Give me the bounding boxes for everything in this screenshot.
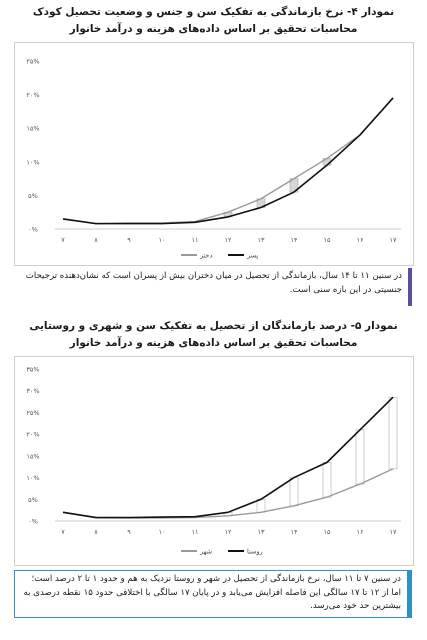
chart-1-x-tick-label: ۸ [94,236,98,244]
chart-1-x-tick-label: ۱۴ [291,236,298,244]
chart-2-legend-label: روستا [247,548,263,556]
chart-2-note-text: در سنین ۷ تا ۱۱ سال، نرخ بازماندگی از تح… [23,574,401,611]
chart-2-x-tick-label: ۱۴ [291,528,298,536]
chart-2-x-tick-label: ۱۶ [357,528,364,536]
chart-1-x-tick-label: ۱۶ [357,236,364,244]
chart-1-y-tick-label: ۲۵% [26,58,39,66]
chart-1-x-tick-label: ۱۳ [258,236,265,244]
chart-1-x-tick-label: ۷ [61,236,65,244]
chart-1-x-tick-label: ۹ [127,236,131,244]
chart-2-x-tick-label: ۱۲ [225,528,232,536]
chart-2-note: در سنین ۷ تا ۱۱ سال، نرخ بازماندگی از تح… [14,570,412,618]
chart-2-x-tick-label: ۱۷ [390,528,397,536]
chart-2-title: نمودار ۵- درصد بازماندگان از تحصیل به تف… [0,318,427,352]
chart-1-legend: دختر پسر [181,252,258,260]
chart-1-y-tick-label: ۲۰% [26,91,39,99]
chart-2-gap-bar [388,396,398,470]
chart-1-title: نمودار ۴- نرخ بازماندگی به تفکیک سن و جن… [0,4,427,38]
chart-1-y-tick-label: ۵% [28,192,38,200]
chart-1-y-tick-label: ۰% [28,226,38,234]
chart-1-title-line2: محاسبات تحقیق بر اساس داده‌های هزینه و د… [69,23,358,35]
chart-1-series-line-2 [62,97,394,225]
chart-1-x-tick-label: ۱۰ [159,236,166,244]
chart-2-title-line2: محاسبات تحقیق بر اساس داده‌های هزینه و د… [69,337,358,349]
chart-2-series-line-1 [62,468,394,519]
chart-1-note: در سنین ۱۱ تا ۱۴ سال، بازماندگی از تحصیل… [14,268,412,306]
chart-1-x-tick-label: ۱۱ [192,236,199,244]
chart-2-gap-bar [355,429,365,485]
chart-2-title-line1: نمودار ۵- درصد بازماندگان از تحصیل به تف… [29,320,398,332]
chart-2-x-tick-label: ۱۰ [159,528,166,536]
chart-2-y-tick-label: ۲۵% [26,409,39,417]
chart-2-y-tick-label: ۲۰% [26,431,39,439]
chart-1-plot: ۰% ۵% ۱۰% ۱۵% ۲۰% ۲۵% ۷ ۸ ۹ ۱۰ ۱۱ ۱۲ ۱۳ ۱۴ ۱۵ ۱۶ ۱۷ دختر پ… [14,42,414,266]
chart-2-x-tick-label: ۱۵ [324,528,331,536]
chart-2-x-tick-label: ۱۳ [258,528,265,536]
chart-1-y-tick-label: ۱۵% [26,125,39,133]
chart-2-y-tick-label: ۳۵% [26,366,39,374]
chart-2-y-tick-label: ۳۰% [26,387,39,395]
chart-1-x-tick-label: ۱۲ [225,236,232,244]
chart-2-legend-label: شهر [199,548,212,556]
chart-1-x-tick-label: ۱۷ [390,236,397,244]
chart-2-plot: ۰% ۵% ۱۰% ۱۵% ۲۰% ۲۵% ۳۰% ۳۵% ۷ ۸ ۹ ۱۰ ۱۱ ۱۲ ۱۳ ۱۴ ۱۵ ۱۶ ۱… [14,356,414,566]
chart-1-note-text: در سنین ۱۱ تا ۱۴ سال، بازماندگی از تحصیل… [25,271,402,295]
chart-2-series-line-2 [62,396,394,519]
chart-2-x-tick-label: ۸ [94,528,98,536]
chart-1-legend-label: دختر [199,252,213,260]
chart-2-x-tick-label: ۷ [61,528,65,536]
chart-2-x-tick-label: ۱۱ [192,528,199,536]
chart-2-gap-bar [289,477,299,507]
chart-2-y-tick-label: ۰% [28,518,38,526]
chart-1-y-tick-label: ۱۰% [26,158,39,166]
chart-2-gap-bar [322,462,332,498]
chart-2-legend: شهر روستا [181,548,263,556]
chart-2-x-tick-label: ۹ [127,528,131,536]
chart-1-series-line-1 [62,97,394,225]
chart-2-svg: ۰% ۵% ۱۰% ۱۵% ۲۰% ۲۵% ۳۰% ۳۵% ۷ ۸ ۹ ۱۰ ۱۱ ۱۲ ۱۳ ۱۴ ۱۵ ۱۶ ۱… [26,366,401,556]
chart-1-legend-label: پسر [246,252,258,260]
chart-2-y-tick-label: ۵% [28,496,38,504]
chart-1-x-tick-label: ۱۵ [324,236,331,244]
chart-1-title-line1: نمودار ۴- نرخ بازماندگی به تفکیک سن و جن… [32,6,395,18]
chart-2-y-tick-label: ۱۵% [26,452,39,460]
chart-1-svg: ۰% ۵% ۱۰% ۱۵% ۲۰% ۲۵% ۷ ۸ ۹ ۱۰ ۱۱ ۱۲ ۱۳ ۱۴ ۱۵ ۱۶ ۱۷ دختر پ… [26,58,401,260]
chart-2-y-tick-label: ۱۰% [26,474,39,482]
